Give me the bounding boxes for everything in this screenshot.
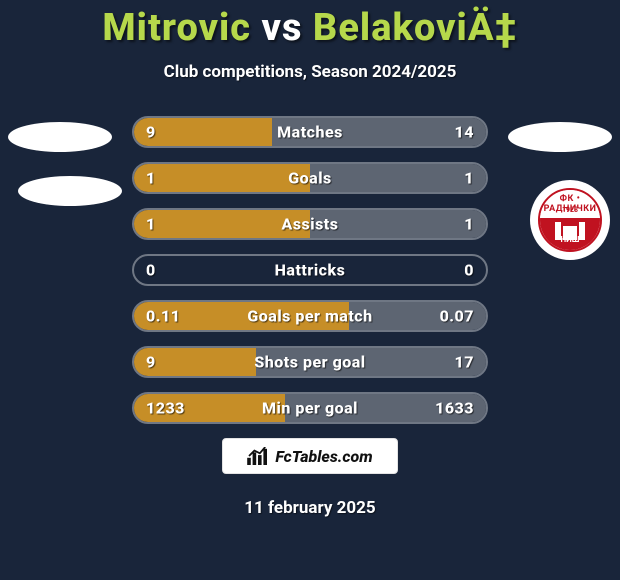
player1-name: Mitrovic	[102, 6, 251, 50]
team-crest: ФК • РАДНИЧКИ 1923 НИШ	[530, 180, 610, 260]
vs-text: vs	[262, 6, 303, 50]
stat-right-value: 1633	[435, 399, 474, 418]
player2-name: BelakoviÄ‡	[313, 6, 518, 50]
stat-label: Goals per match	[134, 307, 486, 326]
stat-left-value: 1	[146, 215, 156, 234]
stat-row: Min per goal1233 1633	[132, 392, 488, 424]
stat-row: Goals per match0.11 0.07	[132, 300, 488, 332]
stat-label: Shots per goal	[134, 353, 486, 372]
stat-row: Assists1 1	[132, 208, 488, 240]
stat-right-value: 0.07	[440, 307, 474, 326]
brand-text: FcTables.com	[275, 447, 372, 466]
stat-row: Goals1 1	[132, 162, 488, 194]
player-photo-placeholder	[508, 122, 612, 152]
stat-label: Min per goal	[134, 399, 486, 418]
stat-label: Assists	[134, 215, 486, 234]
crest-year: 1923	[540, 206, 600, 214]
stat-left-value: 9	[146, 123, 156, 142]
stat-right-value: 1	[464, 169, 474, 188]
stat-left-value: 1233	[146, 399, 185, 418]
stat-left-value: 9	[146, 353, 156, 372]
stat-right-value: 1	[464, 215, 474, 234]
page-title: Mitrovic vs BelakoviÄ‡	[0, 0, 620, 50]
stat-left-value: 0.11	[146, 307, 180, 326]
stat-right-value: 17	[455, 353, 474, 372]
team-badge-placeholder-left	[18, 176, 122, 206]
stat-label: Matches	[134, 123, 486, 142]
stat-row: Hattricks0 0	[132, 254, 488, 286]
bar-chart-icon	[247, 447, 269, 465]
player-photo-placeholder	[8, 122, 112, 152]
crest-bottom-text: НИШ	[540, 235, 600, 244]
stat-right-value: 0	[464, 261, 474, 280]
stats-container: Matches914Goals11Assists11Hattricks00Goa…	[0, 116, 620, 424]
stat-left-value: 0	[146, 261, 156, 280]
stat-label: Goals	[134, 169, 486, 188]
stat-row: Shots per goal9 17	[132, 346, 488, 378]
stat-left-value: 1	[146, 169, 156, 188]
stat-label: Hattricks	[134, 261, 486, 280]
brand-box: FcTables.com	[222, 438, 398, 474]
subtitle: Club competitions, Season 2024/2025	[0, 62, 620, 82]
stat-right-value: 14	[455, 123, 474, 142]
date-text: 11 february 2025	[0, 498, 620, 518]
stat-row: Matches9 14	[132, 116, 488, 148]
